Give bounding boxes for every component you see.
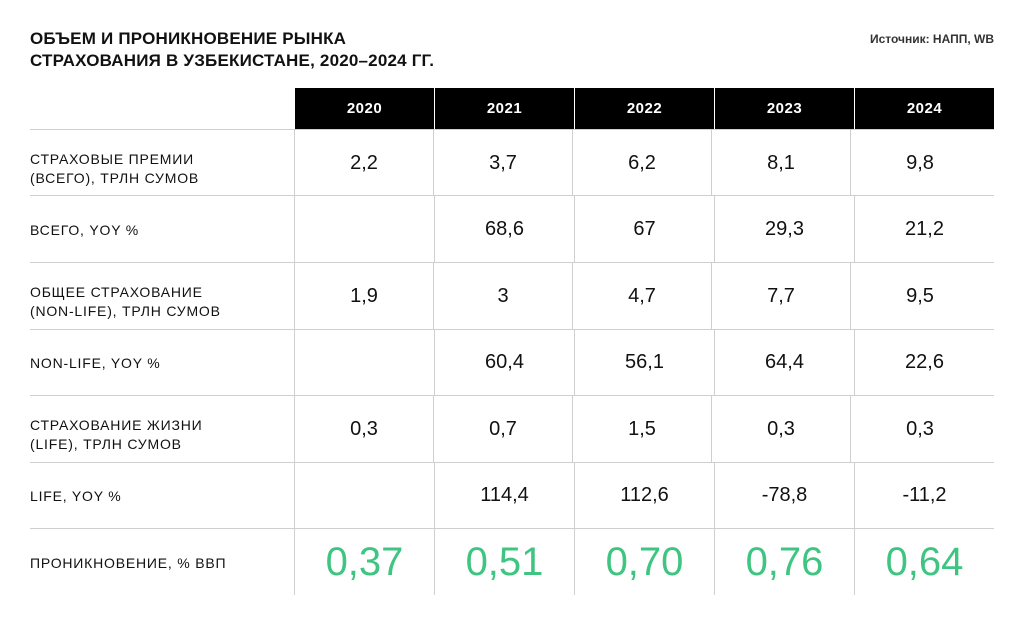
table-row-penetration: ПРОНИКНОВЕНИЕ, % ВВП 0,37 0,51 0,70 0,76… (30, 528, 994, 595)
row-label-line: (LIFE), ТРЛН СУМОВ (30, 436, 182, 452)
penetration-value: 0,51 (434, 529, 574, 595)
table-cell: 56,1 (574, 330, 714, 395)
year-header-2020: 2020 (295, 88, 434, 129)
table-row-premiums-total: СТРАХОВЫЕ ПРЕМИИ (ВСЕГО), ТРЛН СУМОВ 2,2… (30, 129, 994, 195)
table-cell: 9,8 (850, 130, 989, 195)
chart-title: ОБЪЕМ И ПРОНИКНОВЕНИЕ РЫНКА СТРАХОВАНИЯ … (30, 28, 434, 72)
table-cell: 1,5 (572, 396, 711, 462)
table-cell: -11,2 (854, 463, 994, 528)
header-spacer (30, 88, 294, 129)
year-header-2021: 2021 (435, 88, 574, 129)
table-cell: 0,3 (850, 396, 989, 462)
table-row-life: СТРАХОВАНИЕ ЖИЗНИ (LIFE), ТРЛН СУМОВ 0,3… (30, 395, 994, 462)
table-cell: 4,7 (572, 263, 711, 329)
table-cell: 3 (433, 263, 572, 329)
table-cell: 21,2 (854, 196, 994, 262)
row-label-line: NON-LIFE, YOY % (30, 355, 161, 371)
table-cell: 1,9 (294, 263, 433, 329)
penetration-value: 0,37 (294, 529, 434, 595)
row-label-line: ПРОНИКНОВЕНИЕ, % ВВП (30, 554, 227, 571)
row-label: СТРАХОВАНИЕ ЖИЗНИ (LIFE), ТРЛН СУМОВ (30, 396, 294, 462)
table-cell: -78,8 (714, 463, 854, 528)
table-cell: 64,4 (714, 330, 854, 395)
row-label-line: СТРАХОВАНИЕ ЖИЗНИ (30, 417, 203, 433)
table-cell: 114,4 (434, 463, 574, 528)
data-table: 2020 2021 2022 2023 2024 СТРАХОВЫЕ ПРЕМИ… (30, 88, 994, 595)
row-label: NON-LIFE, YOY % (30, 330, 294, 395)
row-label-line: LIFE, YOY % (30, 488, 122, 504)
row-label: СТРАХОВЫЕ ПРЕМИИ (ВСЕГО), ТРЛН СУМОВ (30, 130, 294, 195)
table-cell: 0,7 (433, 396, 572, 462)
table-row-non-life-yoy: NON-LIFE, YOY % 60,4 56,1 64,4 22,6 (30, 329, 994, 395)
row-label-line: (NON-LIFE), ТРЛН СУМОВ (30, 303, 221, 319)
year-header-2023: 2023 (715, 88, 854, 129)
table-row-total-yoy: ВСЕГО, YOY % 68,6 67 29,3 21,2 (30, 195, 994, 262)
row-label-line: СТРАХОВЫЕ ПРЕМИИ (30, 151, 194, 167)
table-cell: 67 (574, 196, 714, 262)
table-cell: 29,3 (714, 196, 854, 262)
source-note: Источник: НАПП, WB (869, 32, 994, 46)
table-cell: 68,6 (434, 196, 574, 262)
penetration-value: 0,76 (714, 529, 854, 595)
year-header-2022: 2022 (575, 88, 714, 129)
row-label-line: ОБЩЕЕ СТРАХОВАНИЕ (30, 284, 203, 300)
title-line-2: СТРАХОВАНИЯ В УЗБЕКИСТАНЕ, 2020–2024 ГГ. (30, 51, 435, 70)
table-cell: 60,4 (434, 330, 574, 395)
table-cell: 9,5 (850, 263, 989, 329)
penetration-value: 0,70 (574, 529, 714, 595)
table-cell: 7,7 (711, 263, 850, 329)
title-line-1: ОБЪЕМ И ПРОНИКНОВЕНИЕ РЫНКА (30, 29, 347, 48)
table-cell: 3,7 (433, 130, 572, 195)
table-cell: 112,6 (574, 463, 714, 528)
row-label-line: ВСЕГО, YOY % (30, 221, 140, 238)
table-cell: 0,3 (711, 396, 850, 462)
penetration-value: 0,64 (854, 529, 994, 595)
table-cell: 0,3 (294, 396, 433, 462)
table-cell (294, 463, 434, 528)
row-label-line: (ВСЕГО), ТРЛН СУМОВ (30, 170, 200, 186)
table-row-non-life: ОБЩЕЕ СТРАХОВАНИЕ (NON-LIFE), ТРЛН СУМОВ… (30, 262, 994, 329)
table-cell: 8,1 (711, 130, 850, 195)
row-label: ПРОНИКНОВЕНИЕ, % ВВП (30, 529, 294, 595)
table-row-life-yoy: LIFE, YOY % 114,4 112,6 -78,8 -11,2 (30, 462, 994, 528)
row-label: ОБЩЕЕ СТРАХОВАНИЕ (NON-LIFE), ТРЛН СУМОВ (30, 263, 294, 329)
table-cell (294, 196, 434, 262)
table-cell: 6,2 (572, 130, 711, 195)
table-header: 2020 2021 2022 2023 2024 (30, 88, 994, 129)
table-cell: 22,6 (854, 330, 994, 395)
year-header-2024: 2024 (855, 88, 994, 129)
row-label: ВСЕГО, YOY % (30, 196, 294, 262)
table-cell: 2,2 (294, 130, 433, 195)
table-cell (294, 330, 434, 395)
row-label: LIFE, YOY % (30, 463, 294, 528)
